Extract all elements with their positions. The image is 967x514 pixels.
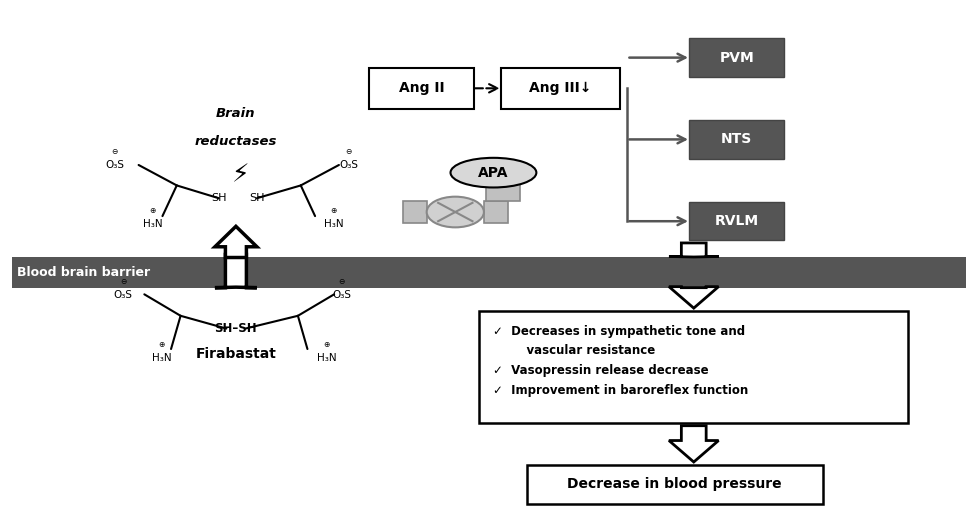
Text: $\ominus$: $\ominus$ xyxy=(344,147,352,156)
Text: O₃S: O₃S xyxy=(114,290,132,300)
Text: O₃S: O₃S xyxy=(105,160,125,170)
Text: vascular resistance: vascular resistance xyxy=(510,343,655,357)
Bar xyxy=(403,201,426,223)
Text: $\oplus$: $\oplus$ xyxy=(149,206,157,214)
FancyBboxPatch shape xyxy=(689,120,784,159)
Polygon shape xyxy=(215,226,257,258)
Text: RVLM: RVLM xyxy=(715,214,759,228)
Polygon shape xyxy=(215,254,257,288)
Ellipse shape xyxy=(451,158,537,188)
Text: Decrease in blood pressure: Decrease in blood pressure xyxy=(568,478,782,491)
Text: O₃S: O₃S xyxy=(339,160,358,170)
Text: Firabastat: Firabastat xyxy=(195,347,277,361)
Text: Ang II: Ang II xyxy=(399,81,445,95)
Polygon shape xyxy=(669,287,718,308)
Polygon shape xyxy=(669,243,718,257)
Text: $\oplus$: $\oplus$ xyxy=(331,206,338,214)
Text: PVM: PVM xyxy=(719,50,754,65)
Text: SH: SH xyxy=(249,193,265,203)
Bar xyxy=(485,175,520,201)
Text: H₃N: H₃N xyxy=(143,218,162,229)
Text: Ang III↓: Ang III↓ xyxy=(529,81,592,95)
Bar xyxy=(12,257,966,288)
Text: O₃S: O₃S xyxy=(333,290,351,300)
FancyBboxPatch shape xyxy=(501,68,620,109)
Text: APA: APA xyxy=(479,166,509,180)
Text: H₃N: H₃N xyxy=(324,218,344,229)
Text: ✓  Improvement in baroreflex function: ✓ Improvement in baroreflex function xyxy=(493,384,748,397)
Text: reductases: reductases xyxy=(194,136,278,149)
Text: $\oplus$: $\oplus$ xyxy=(323,340,331,349)
FancyBboxPatch shape xyxy=(689,39,784,77)
Bar xyxy=(484,201,508,223)
Text: Blood brain barrier: Blood brain barrier xyxy=(16,266,150,279)
Text: ✓  Decreases in sympathetic tone and: ✓ Decreases in sympathetic tone and xyxy=(493,325,746,338)
Text: $\ominus$: $\ominus$ xyxy=(337,277,345,286)
Text: ⚡: ⚡ xyxy=(232,163,249,187)
Circle shape xyxy=(426,197,484,227)
FancyBboxPatch shape xyxy=(527,465,823,504)
Text: $\ominus$: $\ominus$ xyxy=(120,277,128,286)
Text: ✓  Vasopressin release decrease: ✓ Vasopressin release decrease xyxy=(493,364,709,377)
FancyBboxPatch shape xyxy=(689,202,784,241)
FancyBboxPatch shape xyxy=(479,310,908,423)
Text: H₃N: H₃N xyxy=(152,353,171,363)
Text: NTS: NTS xyxy=(721,133,752,146)
Text: Brain: Brain xyxy=(217,107,255,120)
Polygon shape xyxy=(669,426,718,462)
Text: $\ominus$: $\ominus$ xyxy=(111,147,119,156)
Text: $\oplus$: $\oplus$ xyxy=(158,340,165,349)
Text: SH: SH xyxy=(211,193,226,203)
Text: H₃N: H₃N xyxy=(317,353,337,363)
FancyBboxPatch shape xyxy=(369,68,475,109)
Text: SH–SH: SH–SH xyxy=(215,322,257,335)
